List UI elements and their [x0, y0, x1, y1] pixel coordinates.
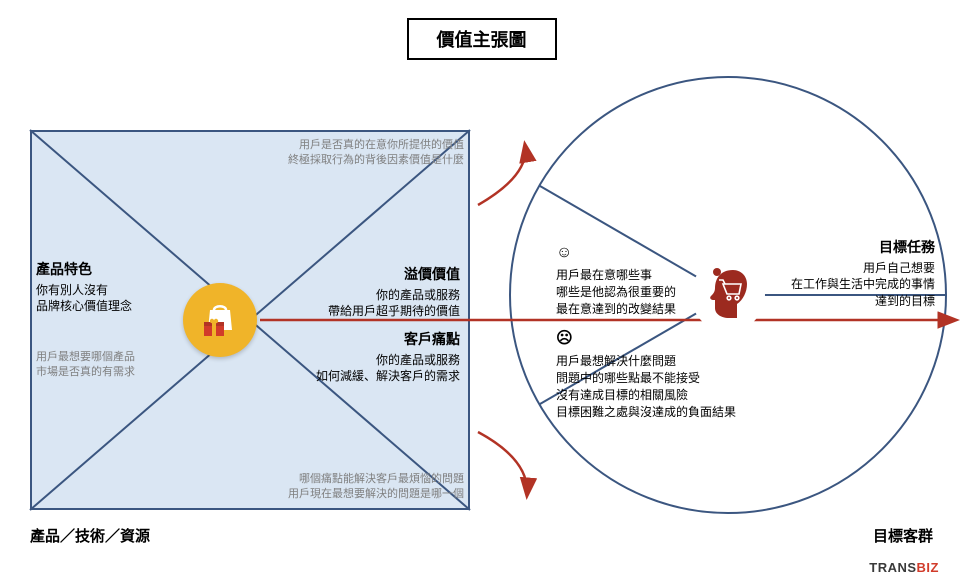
title-text: 價值主張圖 — [437, 30, 527, 50]
customer-head-icon — [691, 258, 765, 332]
square-br-heading: 客戶痛點 — [290, 330, 460, 350]
circle-bot-l3: 沒有達成目標的相關風險 — [556, 387, 736, 404]
circle-top-l1: 用戶最在意哪些事 — [556, 267, 676, 284]
note-left-l2: 市場是否真的有需求 — [36, 365, 135, 380]
curve-arrow-top — [478, 145, 525, 205]
square-note-top: 用戶是否真的在意你所提供的價值 終極採取行為的背後因素價值是什麼 — [254, 138, 464, 169]
note-bot-l1: 哪個痛點能解決客戶最煩惱的問題 — [250, 472, 464, 487]
circle-top-l2: 哪些是他認為很重要的 — [556, 284, 676, 301]
square-br-line1: 你的產品或服務 — [290, 352, 460, 369]
circle-top-l3: 最在意達到的改變結果 — [556, 301, 676, 318]
square-bottom-right-block: 客戶痛點 你的產品或服務 如何減緩、解決客戶的需求 — [290, 330, 460, 385]
circle-right-heading: 目標任務 — [790, 238, 935, 258]
brand-part2: BIZ — [917, 560, 939, 575]
circle-top-block: ☺ 用戶最在意哪些事 哪些是他認為很重要的 最在意達到的改變結果 — [556, 242, 676, 318]
circle-right-l2: 在工作與生活中完成的事情 — [790, 276, 935, 293]
circle-bot-l1: 用戶最想解決什麼問題 — [556, 353, 736, 370]
square-tr-line1: 你的產品或服務 — [310, 287, 460, 304]
sad-icon: ☹ — [556, 328, 736, 350]
note-top-l1: 用戶是否真的在意你所提供的價值 — [254, 138, 464, 153]
square-note-bottom: 哪個痛點能解決客戶最煩惱的問題 用戶現在最想要解決的問題是哪一個 — [250, 472, 464, 503]
square-top-right-block: 溢價價值 你的產品或服務 帶給用戶超乎期待的價值 — [310, 265, 460, 320]
curve-arrow-bottom — [478, 432, 527, 495]
shopping-bag-icon — [183, 283, 257, 357]
note-top-l2: 終極採取行為的背後因素價值是什麼 — [254, 153, 464, 168]
circle-bot-l2: 問題中的哪些點最不能接受 — [556, 370, 736, 387]
brand-part1: TRANS — [869, 560, 916, 575]
square-left-line2: 品牌核心價值理念 — [36, 298, 132, 315]
note-left-l1: 用戶最想要哪個產品 — [36, 350, 135, 365]
note-bot-l2: 用戶現在最想要解決的問題是哪一個 — [250, 487, 464, 502]
brand-logo: TRANSBIZ — [869, 560, 939, 575]
square-note-left: 用戶最想要哪個產品 市場是否真的有需求 — [36, 350, 135, 381]
circle-right-l3: 達到的目標 — [790, 293, 935, 310]
circle-right-block: 目標任務 用戶自己想要 在工作與生活中完成的事情 達到的目標 — [790, 238, 935, 310]
circle-bot-l4: 目標困難之處與沒達成的負面結果 — [556, 404, 736, 421]
square-br-line2: 如何減緩、解決客戶的需求 — [290, 368, 460, 385]
diagram-title: 價值主張圖 — [407, 18, 557, 60]
square-tr-heading: 溢價價值 — [310, 265, 460, 285]
square-left-heading: 產品特色 — [36, 260, 132, 280]
smile-icon: ☺ — [556, 242, 676, 264]
square-left-block: 產品特色 你有別人沒有 品牌核心價值理念 — [36, 260, 132, 315]
footer-right-label: 目標客群 — [873, 525, 933, 546]
square-left-line1: 你有別人沒有 — [36, 282, 132, 299]
circle-bottom-block: ☹ 用戶最想解決什麼問題 問題中的哪些點最不能接受 沒有達成目標的相關風險 目標… — [556, 328, 736, 421]
square-tr-line2: 帶給用戶超乎期待的價值 — [310, 303, 460, 320]
circle-right-l1: 用戶自己想要 — [790, 260, 935, 277]
footer-left-label: 產品／技術／資源 — [30, 525, 150, 546]
